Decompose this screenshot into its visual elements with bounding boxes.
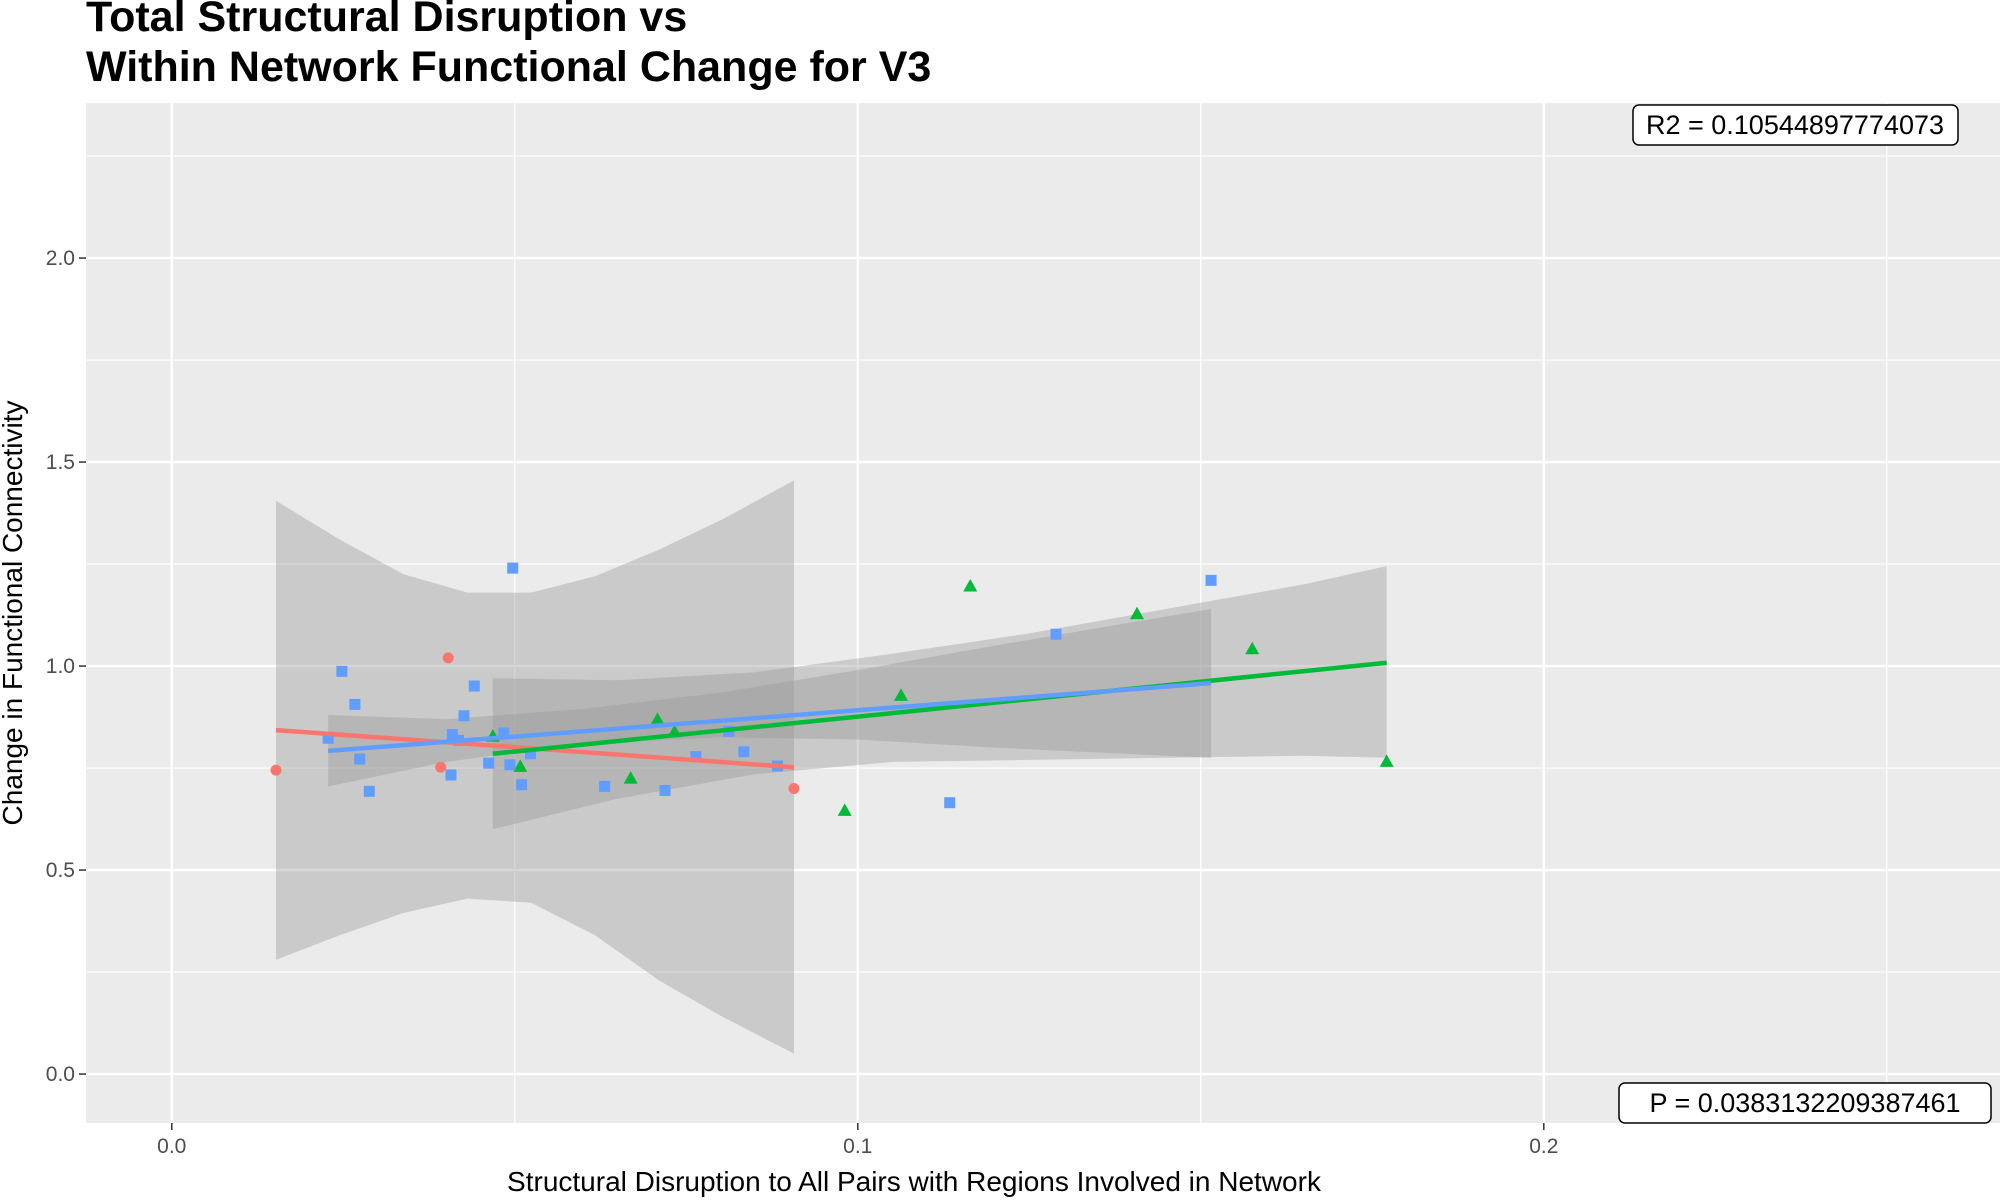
data-point-square [507,562,519,574]
grid-minor [86,103,2000,1123]
data-point-square [498,727,510,739]
y-tick-label: 0.5 [46,859,75,882]
data-point-square [322,732,334,744]
data-point-circle [442,652,454,664]
x-axis-title: Structural Disruption to All Pairs with … [507,1166,1322,1197]
data-point-square [659,784,671,796]
y-axis: 0.0 0.5 1.0 1.5 2.0 [46,247,86,1086]
data-point-circle [788,782,800,794]
data-point-triangle [1129,606,1144,620]
data-point-square [1050,628,1062,640]
plot-panel [86,103,2000,1123]
y-tick-label: 2.0 [46,247,75,270]
y-tick-label: 1.5 [46,451,75,474]
p-annotation: P = 0.0383132209387461 [1618,1082,1992,1124]
p-annotation-box [1618,1082,1992,1124]
data-point-square [516,779,528,791]
data-point-triangle [650,712,665,725]
data-point-square [1205,574,1217,586]
data-point-circle [270,764,282,776]
data-point-square [468,680,480,692]
confidence-band-square [328,608,1212,787]
data-point-circle [435,761,447,773]
data-point-square [599,780,611,792]
data-point-square [458,710,470,722]
fit-line-square [327,680,1212,754]
data-point-triangle [513,759,528,772]
data-point-square [349,698,361,710]
x-tick-label: 0.1 [843,1135,872,1158]
p-annotation-text: P = 0.0383132209387461 [1649,1088,1960,1118]
r2-annotation-text: R2 = 0.10544897774073 [1646,110,1944,140]
confidence-band-circle [276,480,794,1054]
data-point-triangle [837,803,852,816]
data-point-square [738,746,750,758]
data-point-square [483,757,495,769]
data-point-square [504,759,516,771]
y-tick-label: 1.0 [46,655,75,678]
r2-annotation-box [1632,104,1959,146]
chart-title-line-1: Total Structural Disruption vs [86,0,687,41]
data-point-triangle [1245,641,1260,655]
x-tick-label: 0.0 [157,1135,186,1158]
data-point-square [336,665,348,677]
r2-annotation: R2 = 0.10544897774073 [1632,104,1959,146]
data-point-square [445,769,457,781]
data-point-triangle [623,771,638,784]
data-point-triangle [1379,754,1394,767]
data-point-square [525,748,537,760]
chart-title-line-2: Within Network Functional Change for V3 [86,43,931,91]
data-point-square [446,729,458,741]
fit-line-triangle [492,660,1387,756]
x-axis: 0.0 0.1 0.2 [157,1123,1558,1158]
y-tick-label: 0.0 [46,1063,75,1086]
data-point-square [944,797,956,809]
data-point-triangle [893,688,908,701]
fit-lines [275,660,1387,770]
data-point-triangle [963,578,978,592]
x-tick-label: 0.2 [1529,1135,1558,1158]
y-axis-title: Change in Functional Connectivity [0,401,28,826]
data-point-square [354,753,366,765]
data-point-square [690,751,702,763]
data-point-square [363,785,375,797]
grid-major [86,103,2000,1123]
